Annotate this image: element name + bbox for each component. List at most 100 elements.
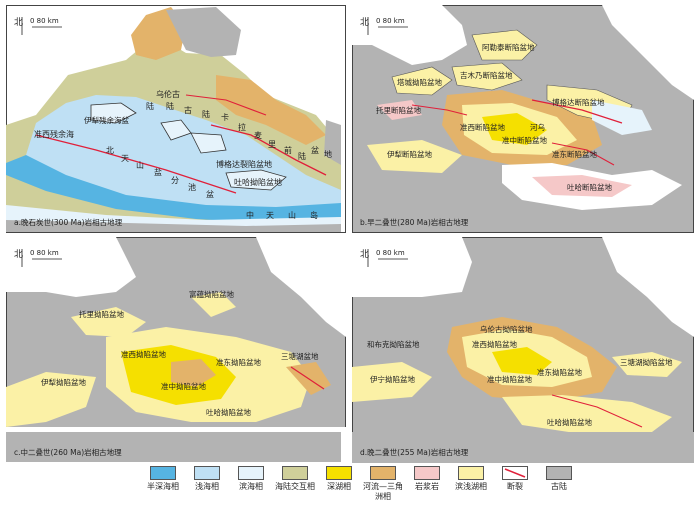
scale-a: 0 80 km [30,17,59,25]
legend-label: 深湖相 [327,482,351,491]
white-ne-d [602,237,694,337]
label-d-6: 伊宁拗陷盆地 [370,374,415,384]
label-a-13: 陆 [298,151,306,161]
scale-d: 0 80 km [376,249,405,257]
island-1 [90,102,137,124]
label-d-1: 准西拗陷盆地 [472,339,517,349]
legend-swatch [458,466,484,480]
legend-item-deep-lake: 深湖相 [316,466,362,492]
label-b-3: 托里断陷盆地 [376,105,421,115]
label-a-24: 中 [246,210,254,220]
semi-deep-sea [6,155,341,223]
legend-swatch [150,466,176,480]
label-a-11: 里 [268,140,276,149]
label-c-1: 托里拗陷盆地 [79,309,124,319]
label-a-18: 陆 [166,101,174,111]
central-fluvial [171,359,216,387]
panel-c: 北 0 80 km 富蕴拗陷盆地 托里拗陷盆地 准西拗陷盆地 准东拗陷盆地 准中… [6,237,346,463]
tuoli-basin [377,100,422,120]
label-a-0: 准西残余海 [34,129,74,139]
tuha-lake-d [502,395,672,434]
fault-d1 [551,394,643,428]
label-a-26: 山 [288,210,296,220]
east-coast [592,100,652,135]
label-b-8: 吐哈断陷盆地 [567,182,612,192]
white-nw-d [352,237,472,297]
tuha-magmatic [532,175,632,197]
north-arrow-c: 北 [14,249,23,260]
label-c-3: 准东拗陷盆地 [216,357,261,367]
legend-item-shallow-lake: 滨浅湖相 [448,466,494,492]
label-a-2: 天 [121,154,129,163]
gray-south-c [6,432,341,462]
label-b-6: 准东断陷盆地 [552,149,597,159]
fault-a2 [210,124,327,176]
legend-label: 海陆交互相 [275,482,315,491]
legend-swatch [546,466,572,480]
label-c-2: 准西拗陷盆地 [121,349,166,359]
label-a-8: 卡 [221,112,229,122]
label-a-19: 古 [184,105,192,115]
legend-label: 滨浅湖相 [455,482,487,491]
north-arrow-b: 北 [360,17,369,28]
white-nw-c [6,237,136,297]
panel-b: 北 0 80 km 阿勒泰断陷盆地 塔城拗陷盆地 吉木乃断陷盆地 托里断陷盆地 … [352,5,694,233]
north-arrow-d: 北 [360,249,369,260]
label-b-7: 伊犁断陷盆地 [387,149,432,159]
fault-b1 [531,99,623,124]
label-a-3: 山 [136,160,144,170]
legend-label: 半深海相 [147,482,179,491]
legend-item-magmatic: 岩浆岩 [404,466,450,492]
legend: 半深海相 浅海相 滨海相 海陆交互相 深湖相 河流—三角洲相 岩浆岩 滨浅湖相 … [140,466,580,510]
legend-swatch [370,466,396,480]
fault-b2 [411,104,468,116]
fault-a1 [35,134,237,194]
white-ne-c [256,237,346,337]
fuyun-lake [191,292,236,317]
legend-swatch [238,466,264,480]
yining-lake [352,362,432,402]
panel-b-map: 北 0 80 km 阿勒泰断陷盆地 塔城拗陷盆地 吉木乃断陷盆地 托里断陷盆地 … [352,5,694,233]
north-arrow-a: 北 [14,17,23,28]
legend-label: 断裂 [507,482,523,491]
kalamaili-foreland [216,75,326,145]
panel-a-map: 北 0 80 km 准西残余海 北 天 山 盐 分 池 盆 卡 拉 麦 里 前 … [6,5,346,233]
label-a-21: 伊犁残余海盆 [84,115,129,125]
white-north-east [602,5,694,100]
scale-b: 0 80 km [376,17,405,25]
yili-lake [6,372,96,427]
legend-item-transitional: 海陆交互相 [272,466,318,492]
legend-label: 浅海相 [195,482,219,491]
label-a-23: 吐哈拗陷盆地 [234,177,282,187]
label-a-15: 地 [324,149,332,159]
legend-swatch [502,466,528,480]
label-d-3: 准东拗陷盆地 [537,367,582,377]
white-north-west [352,5,467,65]
label-a-17: 陆 [146,101,154,111]
legend-swatch [282,466,308,480]
label-d-4: 三塘湖拗陷盆地 [620,357,673,367]
caption-d: d.晚二叠世(255 Ma)岩相古地理 [360,447,469,457]
label-d-7: 吐哈拗陷盆地 [547,417,592,427]
legend-swatch [326,466,352,480]
tuoli-lake [71,307,146,337]
scale-c: 0 80 km [30,249,59,257]
legend-label: 河流—三角洲相 [363,482,403,501]
legend-swatch [414,466,440,480]
fault-a3 [185,94,267,116]
label-b-9: 博格达断陷盆地 [552,97,605,107]
label-a-20: 陆 [202,109,210,119]
gray-south-d [352,432,694,463]
legend-item-shallow-sea: 浅海相 [184,466,230,492]
label-b-2: 吉木乃断陷盆地 [460,70,513,80]
label-c-0: 富蕴拗陷盆地 [189,289,234,299]
legend-swatch [194,466,220,480]
label-a-1: 北 [106,146,114,155]
label-a-27: 岛 [310,210,318,220]
altay-basin [471,29,538,61]
label-c-7: 三塘湖盆地 [281,351,319,361]
label-c-5: 伊犁拗陷盆地 [41,377,86,387]
label-a-4: 盐 [154,167,162,177]
label-a-7: 盆 [206,189,214,199]
legend-item-ancient-land: 古陆 [536,466,582,492]
